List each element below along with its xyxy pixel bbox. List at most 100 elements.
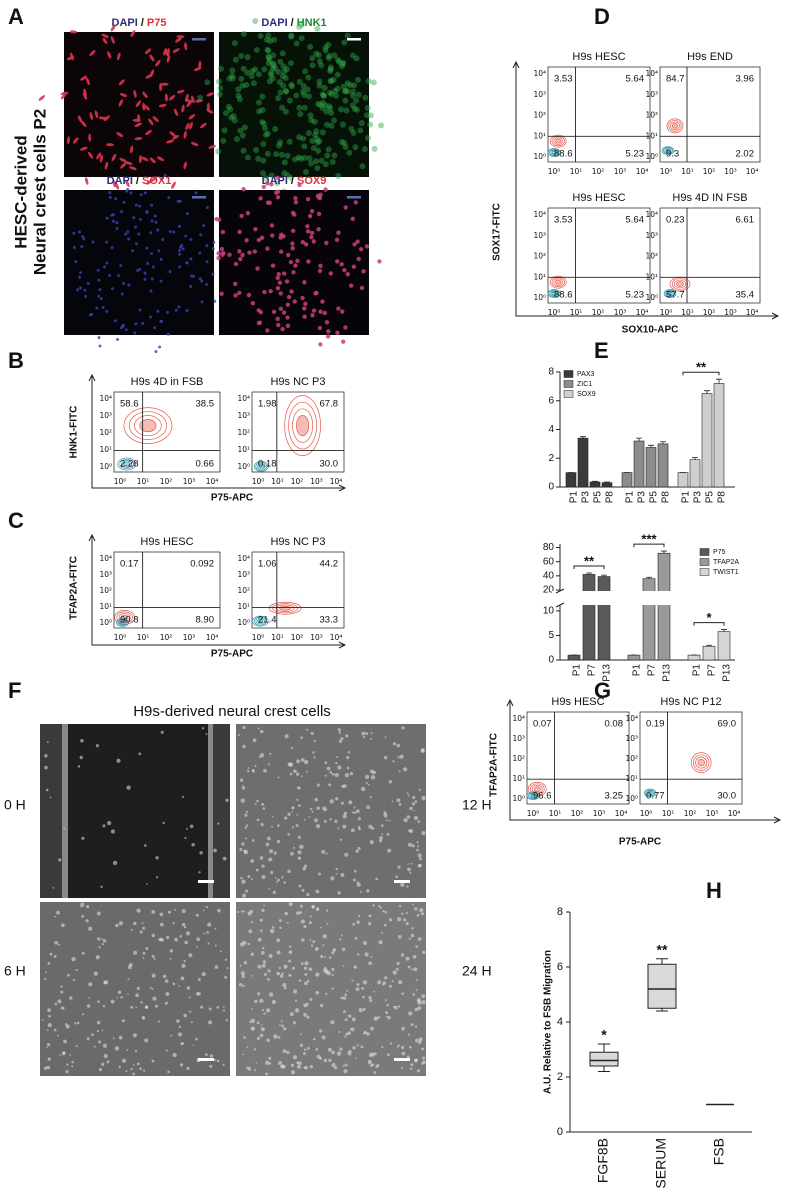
cell [93,971,98,976]
cell [229,67,236,74]
cell [371,826,375,830]
cell [353,97,360,104]
cell [231,40,238,47]
significance-bracket [573,565,605,570]
cell [305,224,310,229]
cell [261,66,268,73]
cell [276,950,281,955]
cell [377,122,384,129]
cell [303,242,309,247]
cell [276,839,281,844]
stain-name: DAPI [112,17,138,29]
cell [299,88,306,95]
cell [57,1034,59,1037]
x-tick-label: 10² [160,633,173,642]
cell [387,1053,390,1057]
cell [135,1006,138,1009]
cell [291,270,296,275]
cell [263,973,267,977]
cell [292,299,297,304]
cell [348,1014,352,1018]
x-tick-label: 10² [684,809,697,818]
cell [350,129,357,136]
x-tick-label: P8 [717,491,728,504]
cell [133,921,137,926]
cell [205,282,209,286]
bar [642,578,656,661]
cell [335,761,338,765]
cell [268,172,275,179]
bar [677,472,689,488]
cell [199,851,203,855]
cell [270,870,274,875]
cell [54,940,59,945]
cell [303,981,308,986]
cell [89,112,93,120]
cell [331,152,338,159]
quadrant-value: 3.53 [554,215,573,226]
plot-title: H9s END [687,51,733,63]
cell [335,259,340,264]
stain-name: DAPI [262,175,288,187]
cell [383,811,387,815]
cell [331,1063,336,1068]
contour [547,289,561,298]
y-tick-label: 10¹ [237,602,250,611]
cell [370,956,373,958]
cell [313,50,320,57]
cell [300,83,307,90]
cell [327,64,334,71]
scratch [68,724,208,898]
cell [299,1033,302,1036]
cell [351,105,358,112]
cell [309,208,315,214]
cell [348,800,353,805]
y-tick-label: 10² [512,754,525,763]
cell [102,1043,108,1048]
cell [189,257,193,261]
cell [160,82,169,86]
cell [413,967,418,972]
cell [260,823,264,827]
cell [196,937,201,942]
scale-bar [394,1058,410,1061]
cell [222,1009,226,1012]
contour [553,137,564,145]
cell [206,931,210,934]
cell [355,849,359,853]
y-tick-label: 10² [533,252,546,261]
cell [386,1003,389,1007]
error-bar [592,480,598,482]
cell [274,190,279,195]
cell [222,856,227,861]
cell [281,1024,285,1028]
cell [260,157,267,164]
cell [88,926,93,931]
phase-image [40,902,230,1076]
cell [246,824,249,827]
cell [362,940,368,946]
cell [106,1060,110,1064]
bar [687,654,701,661]
cell [343,811,348,816]
y-axis-label: A.U. Relative to FSB Migration [543,950,554,1094]
cell [254,803,257,806]
cell [411,802,415,806]
cell [351,82,358,89]
cell [278,249,284,254]
cell [251,878,253,881]
x-tick-label: 10⁴ [746,308,759,317]
cell [300,962,304,966]
quadrant-value: 3.96 [736,74,755,85]
cell [265,246,270,251]
significance-label: ** [657,941,668,957]
cell [411,927,414,930]
cell [341,88,348,95]
x-tick-label: P13 [662,664,673,682]
cell [421,830,426,836]
cell [127,237,131,241]
y-tick-label: 10¹ [645,272,658,281]
cell [102,37,108,45]
cell [281,310,287,315]
cell [326,329,331,334]
